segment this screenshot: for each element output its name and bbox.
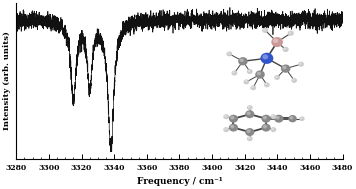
Circle shape bbox=[248, 70, 250, 72]
Circle shape bbox=[271, 127, 276, 132]
X-axis label: Frequency / cm⁻¹: Frequency / cm⁻¹ bbox=[137, 177, 222, 186]
Circle shape bbox=[273, 39, 278, 43]
Circle shape bbox=[281, 64, 290, 73]
Circle shape bbox=[247, 129, 251, 133]
Circle shape bbox=[230, 116, 234, 119]
Circle shape bbox=[247, 69, 253, 74]
Circle shape bbox=[262, 54, 268, 59]
Circle shape bbox=[223, 127, 229, 132]
Circle shape bbox=[229, 115, 238, 123]
Circle shape bbox=[274, 115, 283, 123]
Circle shape bbox=[226, 51, 232, 56]
Circle shape bbox=[260, 53, 273, 64]
Circle shape bbox=[262, 28, 268, 33]
Circle shape bbox=[244, 79, 249, 84]
Circle shape bbox=[250, 85, 256, 90]
Circle shape bbox=[300, 117, 303, 119]
Circle shape bbox=[288, 115, 297, 122]
Circle shape bbox=[263, 116, 267, 119]
Circle shape bbox=[261, 124, 271, 132]
Circle shape bbox=[271, 114, 276, 119]
Circle shape bbox=[247, 136, 253, 141]
Circle shape bbox=[224, 115, 227, 117]
Circle shape bbox=[274, 75, 280, 80]
Circle shape bbox=[232, 71, 235, 74]
Circle shape bbox=[283, 47, 289, 52]
Circle shape bbox=[261, 115, 271, 123]
Circle shape bbox=[240, 58, 244, 62]
Circle shape bbox=[289, 31, 292, 34]
Circle shape bbox=[283, 48, 286, 50]
Circle shape bbox=[255, 70, 265, 79]
Circle shape bbox=[251, 86, 254, 88]
Circle shape bbox=[271, 37, 283, 47]
Circle shape bbox=[289, 116, 293, 119]
Circle shape bbox=[224, 128, 227, 130]
Circle shape bbox=[275, 76, 278, 78]
Circle shape bbox=[299, 116, 305, 121]
Circle shape bbox=[282, 66, 287, 69]
Circle shape bbox=[230, 125, 234, 128]
Circle shape bbox=[245, 110, 255, 118]
Circle shape bbox=[248, 137, 250, 139]
Circle shape bbox=[227, 52, 230, 54]
Circle shape bbox=[247, 105, 253, 110]
Circle shape bbox=[264, 82, 270, 87]
Circle shape bbox=[231, 70, 237, 76]
Circle shape bbox=[223, 114, 229, 119]
Circle shape bbox=[263, 28, 266, 31]
Circle shape bbox=[276, 116, 280, 119]
Circle shape bbox=[263, 125, 267, 128]
Circle shape bbox=[299, 62, 302, 65]
Circle shape bbox=[292, 79, 295, 81]
Circle shape bbox=[288, 31, 294, 36]
Y-axis label: Intensity (arb. units): Intensity (arb. units) bbox=[3, 31, 11, 130]
Circle shape bbox=[248, 106, 250, 108]
Circle shape bbox=[238, 57, 248, 65]
Circle shape bbox=[244, 80, 247, 82]
Circle shape bbox=[271, 128, 274, 130]
Circle shape bbox=[265, 83, 267, 85]
Circle shape bbox=[271, 115, 274, 117]
Circle shape bbox=[245, 128, 255, 136]
Circle shape bbox=[229, 124, 238, 132]
Circle shape bbox=[257, 72, 261, 75]
Circle shape bbox=[247, 112, 251, 115]
Circle shape bbox=[291, 78, 297, 83]
Circle shape bbox=[298, 62, 304, 67]
